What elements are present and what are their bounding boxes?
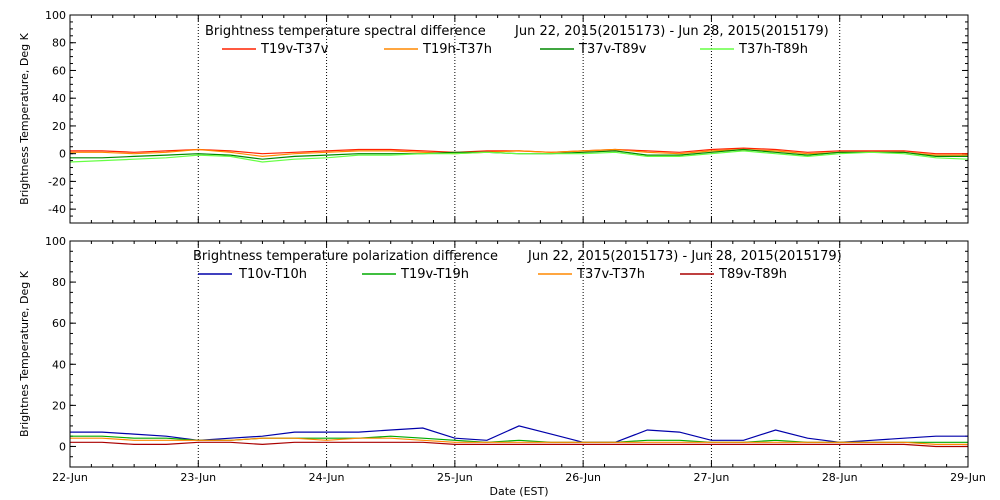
chart-title: Brightness temperature polarization diff… xyxy=(193,249,498,264)
chart-date-range: Jun 22, 2015(2015173) - Jun 28, 2015(201… xyxy=(527,249,842,264)
series-line-t10v-t10h xyxy=(70,425,968,443)
x-axis-label: Date (EST) xyxy=(489,485,548,498)
x-tick-label: 26-Jun xyxy=(565,471,601,484)
x-tick-label: 24-Jun xyxy=(309,471,345,484)
legend-label: T19h-T37h xyxy=(422,42,492,57)
legend-label: T19v-T19h xyxy=(400,267,469,282)
legend-label: T37v-T89v xyxy=(578,42,647,57)
y-tick-label: 40 xyxy=(52,92,66,105)
series-line-t89v-t89h xyxy=(70,441,968,448)
y-tick-label: 80 xyxy=(52,37,66,50)
x-tick-label: 29-Jun xyxy=(950,471,986,484)
series-line-t37v-t37h xyxy=(70,437,968,445)
plot-frame xyxy=(69,14,969,224)
y-tick-label: 0 xyxy=(59,148,66,161)
x-tick-label: 28-Jun xyxy=(822,471,858,484)
y-tick-label: 20 xyxy=(52,120,66,133)
legend-label: T89v-T89h xyxy=(718,267,787,282)
y-tick-label: 60 xyxy=(52,64,66,77)
series-line-t37h-t89h xyxy=(69,150,969,163)
chart-date-range: Jun 22, 2015(2015173) - Jun 28, 2015(201… xyxy=(514,24,829,39)
y-tick-label: 0 xyxy=(59,440,66,453)
legend-label: T37v-T37h xyxy=(576,267,645,282)
y-tick-label: 100 xyxy=(45,235,66,248)
x-tick-label: 23-Jun xyxy=(180,471,216,484)
y-axis-label: Brightness Temperature, Deg K xyxy=(18,32,31,204)
chart-panel-1: 100 80 60 40 20 0 -20 -40 Brightness temperature… xyxy=(18,9,969,224)
chart-title: Brightness temperature spectral differen… xyxy=(205,24,486,39)
legend-label: T10v-T10h xyxy=(238,267,307,282)
series-line-t19h-t37h xyxy=(70,148,968,158)
y-axis-label: Brightnes Temperature, Deg K xyxy=(18,270,31,437)
x-tick-label: 27-Jun xyxy=(694,471,730,484)
y-tick-label: -40 xyxy=(48,203,66,216)
y-tick-label: 20 xyxy=(52,399,66,412)
legend-label: T19v-T37v xyxy=(260,42,329,57)
y-tick-label: 60 xyxy=(52,317,66,330)
plot-frame xyxy=(69,240,969,468)
y-tick-label: -20 xyxy=(48,175,66,188)
x-tick-label: 25-Jun xyxy=(437,471,473,484)
chart-panel-2: 100 80 60 40 20 0 Brightness temperature polar… xyxy=(18,235,986,498)
legend-label: T37h-T89h xyxy=(738,42,808,57)
y-tick-label: 100 xyxy=(45,9,66,22)
y-tick-label: 80 xyxy=(52,276,66,289)
y-tick-label: 40 xyxy=(52,358,66,371)
x-tick-label: 22-Jun xyxy=(52,471,88,484)
